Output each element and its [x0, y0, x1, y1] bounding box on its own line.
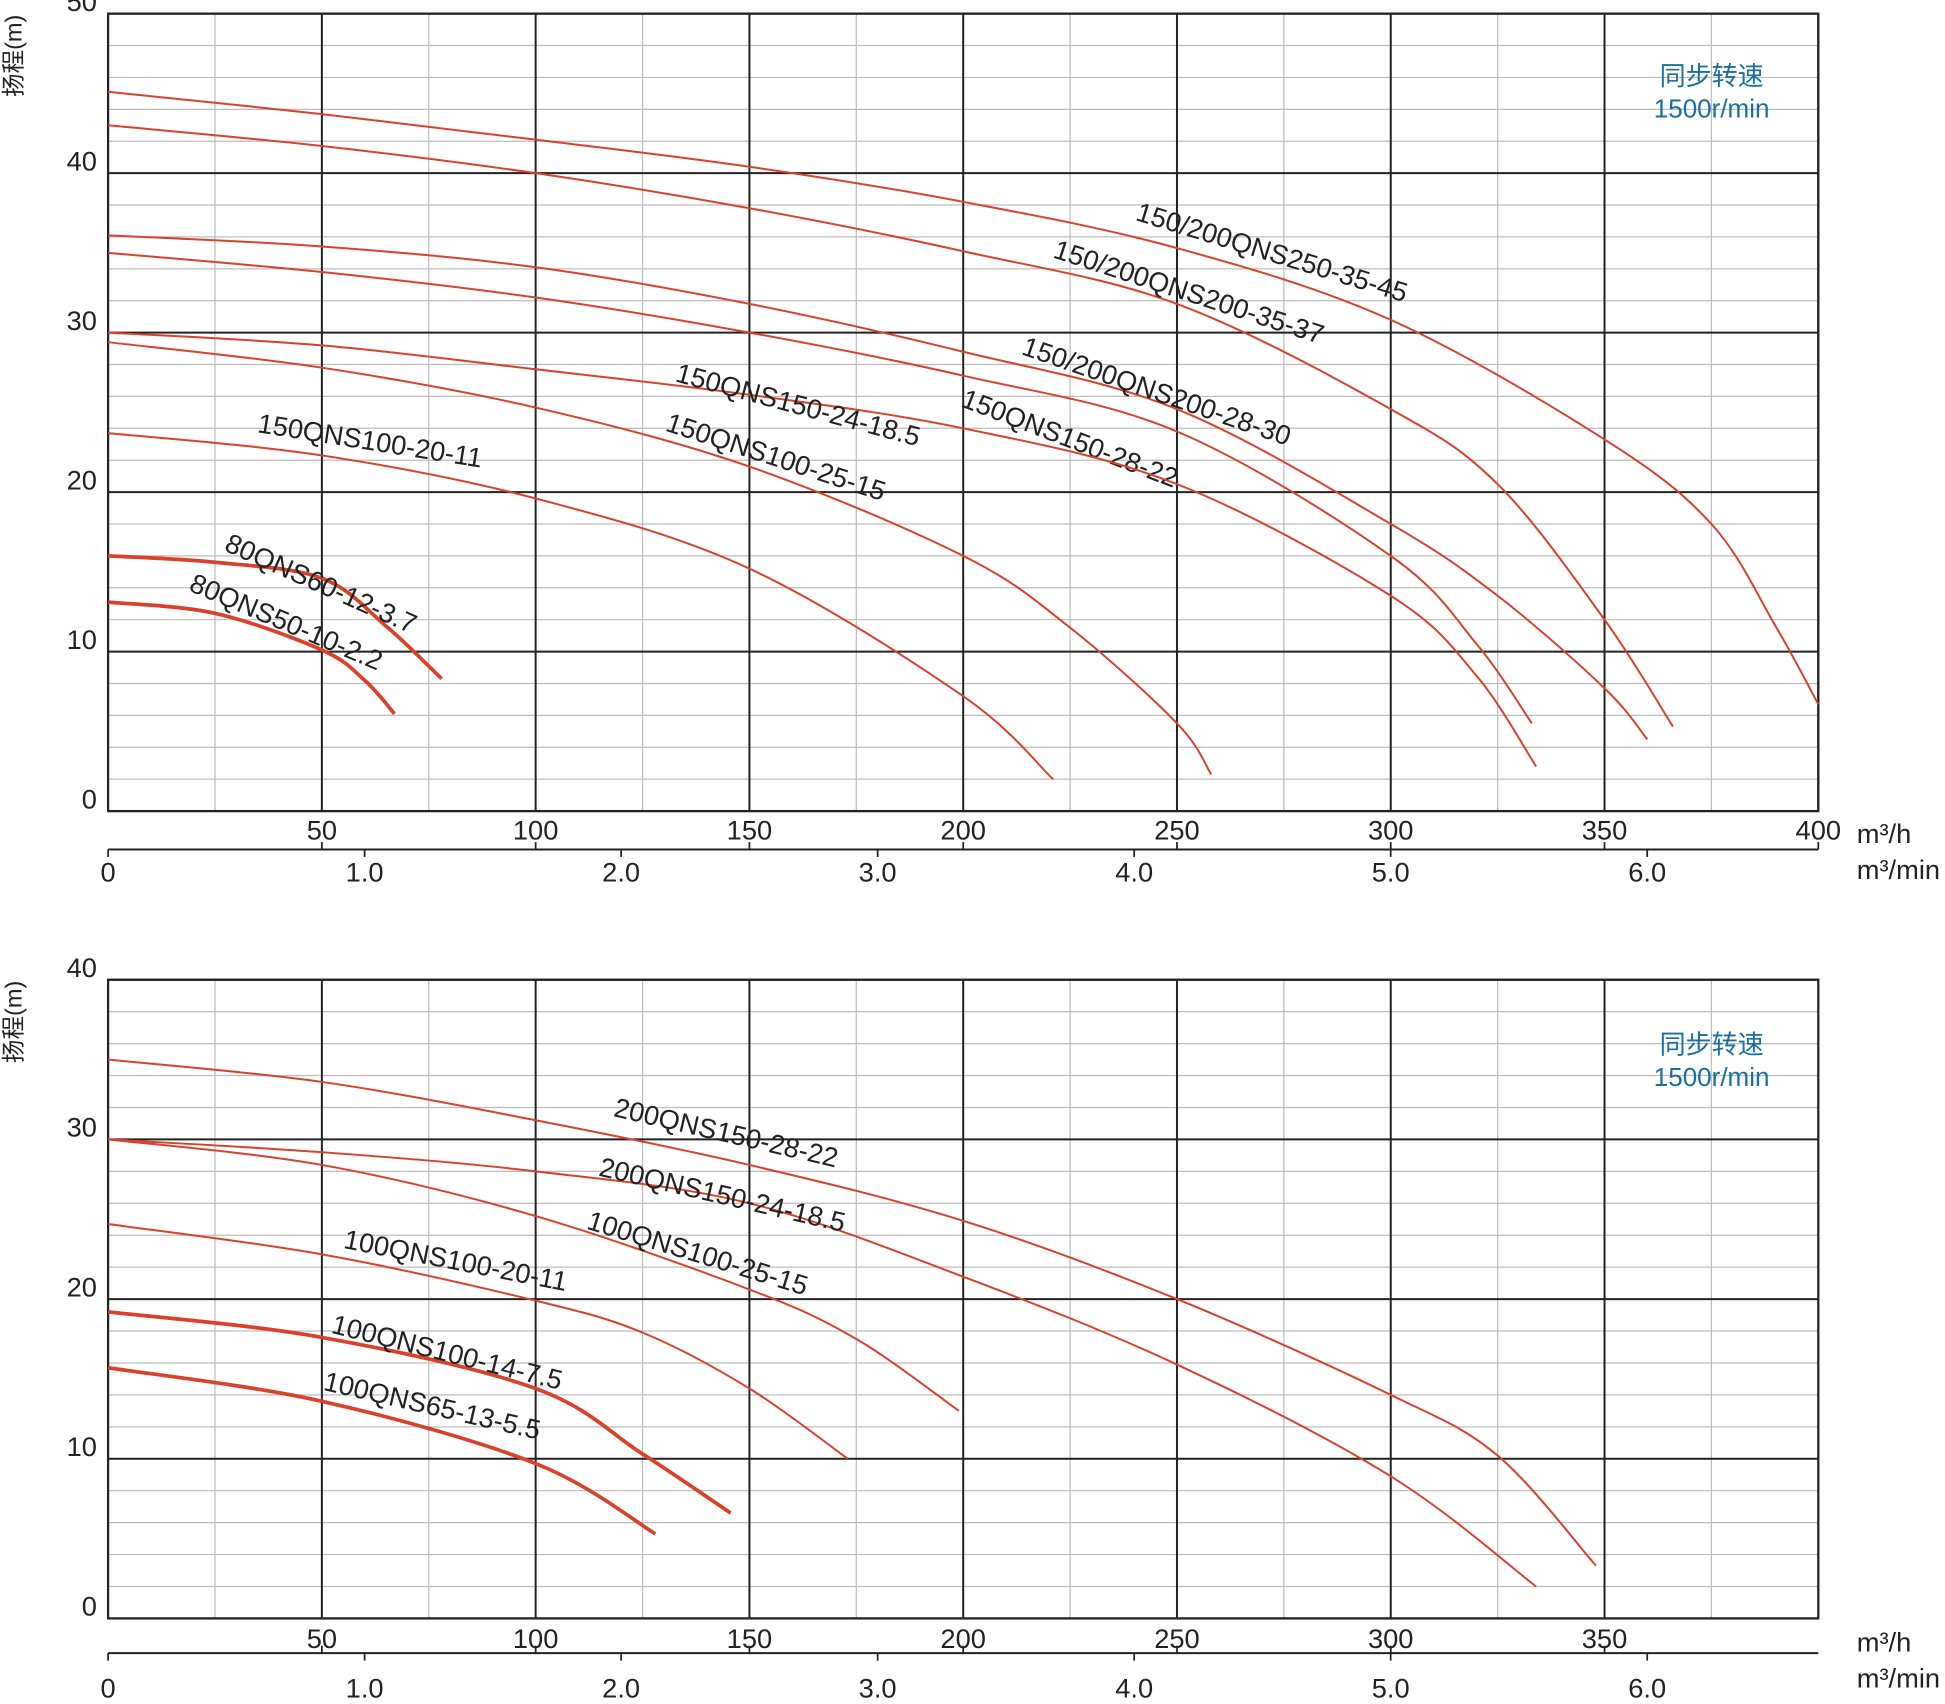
- x2-tick-label: 0: [101, 1673, 116, 1704]
- annotation: 同步转速: [1660, 1030, 1764, 1060]
- chart: 0 10 20 30 40 50 100 150 200 250 300 350 0 1.0 2.0 3.0 4…: [0, 952, 1940, 1704]
- annotation: 1500r/min: [1654, 93, 1770, 123]
- curve: [107, 1223, 849, 1460]
- curve: [108, 251, 1533, 724]
- y-tick-label: 40: [67, 952, 97, 983]
- x2-tick-label: 4.0: [1115, 1673, 1153, 1704]
- plot-frame: [106, 978, 1820, 1620]
- x2-tick-label: 1.0: [346, 1673, 384, 1704]
- plot-frame: [106, 12, 1820, 813]
- y-tick-label: 30: [67, 305, 97, 336]
- x2-tick-label: 4.0: [1115, 857, 1153, 888]
- x2-tick-label: 2.0: [602, 1673, 640, 1704]
- curve: [108, 331, 1537, 767]
- y-tick-label: 20: [67, 464, 97, 495]
- y-tick-label: 50: [67, 0, 97, 17]
- x2-axis-unit: m³/min: [1857, 854, 1940, 885]
- curve: [107, 1058, 1597, 1567]
- x2-tick-label: 6.0: [1628, 857, 1666, 888]
- y-tick-label: 30: [67, 1112, 97, 1143]
- x-tick-label: 200: [940, 1623, 985, 1654]
- x-tick-label: 350: [1582, 1623, 1627, 1654]
- chart: 0 10 20 30 40 50 50 100 150 200 250 300 350 400 0 1.0 2.…: [0, 0, 1940, 888]
- curve: [107, 90, 1820, 705]
- curve: [107, 600, 396, 716]
- curve: [107, 341, 1213, 775]
- x-tick-label: 100: [513, 1623, 559, 1654]
- x-tick-label: 50: [307, 814, 337, 845]
- curve: [108, 234, 1649, 740]
- x2-tick-label: 5.0: [1372, 1673, 1410, 1704]
- curve: [108, 1138, 1537, 1588]
- x2-tick-label: 3.0: [859, 1673, 897, 1704]
- y-tick-label: 20: [67, 1271, 97, 1302]
- x-tick-label: 300: [1368, 814, 1413, 845]
- y-tick-label: 10: [67, 624, 97, 655]
- x2-tick-label: 3.0: [859, 857, 897, 888]
- x-tick-label: 400: [1796, 814, 1842, 845]
- x-tick-label: 150: [727, 814, 773, 845]
- y-tick-label: 40: [67, 145, 97, 176]
- x-tick-label: 50: [307, 1623, 337, 1654]
- x-tick-label: 250: [1154, 1623, 1200, 1654]
- x-tick-label: 250: [1154, 814, 1200, 845]
- y-tick-label: 10: [67, 1431, 97, 1462]
- x2-tick-label: 6.0: [1628, 1673, 1666, 1704]
- curve: [107, 1138, 960, 1412]
- y-axis-label: 扬程(m): [0, 15, 26, 97]
- y-tick-label: 0: [82, 783, 97, 814]
- curve: [107, 432, 1054, 780]
- x2-tick-label: 1.0: [346, 857, 384, 888]
- x-tick-label: 200: [940, 814, 985, 845]
- x-tick-label: 100: [513, 814, 559, 845]
- x-tick-label: 350: [1582, 814, 1627, 845]
- curve: [107, 554, 443, 681]
- x-axis-unit: m³/h: [1857, 818, 1912, 849]
- x2-tick-label: 2.0: [602, 857, 640, 888]
- x2-tick-label: 0: [101, 857, 116, 888]
- x2-axis-unit: m³/min: [1857, 1663, 1940, 1694]
- y-axis-label: 扬程(m): [0, 981, 26, 1063]
- x-axis-unit: m³/h: [1857, 1627, 1912, 1658]
- curve: [107, 1365, 657, 1536]
- x-tick-label: 150: [727, 1623, 773, 1654]
- curve: [108, 124, 1674, 728]
- y-tick-label: 0: [82, 1591, 97, 1622]
- annotation: 同步转速: [1660, 61, 1764, 91]
- annotation: 1500r/min: [1654, 1062, 1770, 1092]
- curve: [107, 1310, 732, 1515]
- x2-tick-label: 5.0: [1372, 857, 1410, 888]
- x-tick-label: 300: [1368, 1623, 1413, 1654]
